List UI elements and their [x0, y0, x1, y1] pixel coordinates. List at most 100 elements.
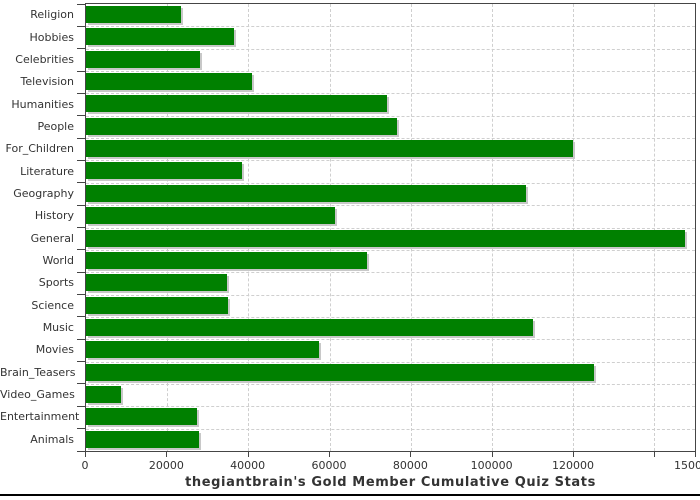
category-label: Humanities — [11, 97, 74, 111]
horizontal-gridline — [86, 48, 695, 50]
value-axis-label: 60000 — [311, 459, 347, 472]
category-label: Celebrities — [15, 52, 74, 66]
bar-movies — [86, 341, 320, 359]
bottom-border-line — [0, 494, 700, 496]
category-boundary-tick — [77, 338, 85, 340]
horizontal-gridline — [86, 182, 695, 184]
value-axis-label: 120000 — [552, 459, 594, 472]
value-axis-label: 150000 — [674, 459, 700, 472]
category-label: People — [37, 119, 74, 133]
value-axis-tick — [573, 452, 574, 457]
category-boundary-tick — [77, 204, 85, 206]
value-axis-label: 20000 — [148, 459, 184, 472]
bar-television — [86, 73, 253, 91]
category-boundary-tick — [77, 182, 85, 184]
category-boundary-tick — [77, 227, 85, 228]
value-axis-tick — [695, 452, 696, 457]
horizontal-gridline — [86, 138, 695, 140]
horizontal-gridline — [86, 160, 695, 162]
category-label: Literature — [20, 164, 74, 178]
category-label: World — [42, 254, 74, 268]
value-axis-tick — [654, 452, 656, 457]
category-label: Entertainment — [0, 410, 80, 424]
horizontal-gridline — [86, 361, 695, 363]
category-label: Television — [20, 75, 75, 89]
category-boundary-tick — [77, 361, 85, 363]
category-boundary-tick — [77, 159, 85, 161]
horizontal-gridline — [86, 205, 695, 207]
category-label: Brain_Teasers — [0, 365, 76, 379]
horizontal-gridline — [86, 428, 695, 430]
bar-history — [86, 207, 335, 225]
bar-literature — [86, 162, 242, 180]
value-axis-tick — [166, 452, 168, 457]
bar-for_children — [86, 140, 574, 158]
horizontal-gridline — [86, 93, 695, 95]
bar-video_games — [86, 385, 121, 403]
category-boundary-tick — [77, 115, 85, 117]
value-axis-label: 0 — [81, 459, 89, 472]
category-boundary-tick — [77, 137, 85, 139]
bar-hobbies — [86, 28, 234, 46]
bar-music — [86, 318, 533, 336]
bar-animals — [86, 430, 199, 448]
category-boundary-tick — [77, 428, 85, 430]
bar-world — [86, 251, 367, 269]
category-label: Animals — [30, 432, 74, 446]
category-label: Movies — [35, 343, 74, 357]
value-axis-tick — [491, 452, 493, 457]
category-label: History — [34, 209, 74, 223]
value-axis-tick — [410, 452, 412, 457]
category-boundary-tick — [77, 405, 85, 407]
bar-religion — [86, 6, 181, 23]
category-boundary-tick — [77, 383, 85, 385]
category-label: Geography — [13, 186, 74, 200]
category-label: Science — [31, 298, 74, 312]
bar-general — [86, 229, 685, 247]
category-boundary-tick — [77, 271, 85, 273]
value-axis-tick — [247, 452, 249, 457]
horizontal-gridline — [86, 406, 695, 408]
value-axis-label: 100000 — [470, 459, 513, 472]
bar-humanities — [86, 95, 387, 113]
category-boundary-tick — [77, 25, 85, 27]
category-boundary-tick — [77, 48, 85, 50]
horizontal-gridline — [86, 294, 695, 296]
category-boundary-tick — [77, 450, 85, 452]
horizontal-gridline — [86, 115, 695, 117]
horizontal-gridline — [86, 383, 695, 385]
horizontal-gridline — [86, 227, 695, 229]
category-boundary-tick — [77, 92, 85, 94]
bar-sports — [86, 274, 227, 292]
value-axis-tick — [85, 452, 86, 457]
bar-geography — [86, 184, 526, 202]
category-label: Religion — [30, 8, 74, 22]
category-boundary-tick — [77, 249, 85, 251]
horizontal-gridline — [86, 316, 695, 318]
category-label: Hobbies — [29, 30, 74, 44]
horizontal-gridline — [86, 71, 695, 73]
value-axis-tick — [329, 452, 330, 457]
bar-celebrities — [86, 50, 200, 68]
horizontal-gridline — [86, 272, 695, 274]
bar-science — [86, 296, 229, 314]
chart-title: thegiantbrain's Gold Member Cumulative Q… — [185, 475, 596, 490]
category-label: For_Children — [5, 142, 74, 156]
horizontal-gridline — [86, 339, 695, 341]
horizontal-gridline — [86, 26, 695, 28]
horizontal-gridline — [86, 249, 695, 251]
category-label: Music — [42, 321, 74, 335]
bar-brain_teasers — [86, 363, 594, 381]
category-label: General — [30, 231, 74, 245]
value-axis-label: 40000 — [230, 459, 266, 472]
category-boundary-tick — [77, 294, 85, 296]
plot-area — [85, 3, 696, 452]
category-label: Video_Games — [0, 388, 75, 402]
category-boundary-tick — [77, 70, 85, 72]
bar-entertainment — [86, 408, 198, 426]
value-axis-label: 80000 — [392, 459, 428, 472]
category-label: Sports — [38, 276, 74, 290]
category-boundary-tick — [77, 3, 85, 5]
category-boundary-tick — [77, 316, 85, 318]
